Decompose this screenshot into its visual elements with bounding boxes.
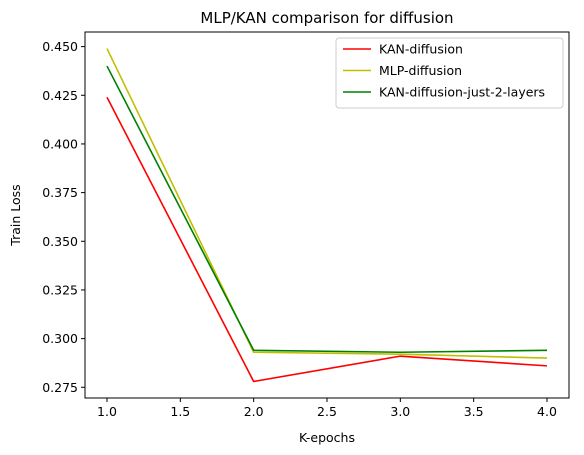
legend-entries: KAN-diffusion MLP-diffusion KAN-diffusion-…: [343, 42, 545, 100]
x-tick-label: 3.5: [464, 404, 484, 419]
y-tick-label: 0.375: [42, 185, 78, 200]
x-tick-label: 1.5: [170, 404, 190, 419]
legend-box: [335, 37, 564, 109]
legend-label-2: MLP-diffusion: [379, 63, 462, 78]
y-tick-label: 0.325: [42, 282, 78, 297]
y-tick-label: 0.350: [42, 234, 78, 249]
series-line-2: [106, 48, 548, 359]
x-tick-label: 1.0: [97, 404, 117, 419]
y-tick-label: 0.425: [42, 88, 78, 103]
series-layer: [106, 48, 548, 383]
legend: KAN-diffusion MLP-diffusion KAN-diffusion-…: [335, 37, 564, 109]
y-tick-label: 0.400: [42, 136, 78, 151]
x-tick-label: 4.0: [537, 404, 557, 419]
y-tick-label: 0.300: [42, 331, 78, 346]
x-tick-label: 3.0: [390, 404, 410, 419]
series-line-3: [106, 65, 548, 354]
y-tick-label: 0.450: [42, 39, 78, 54]
y-tick-label: 0.275: [42, 380, 78, 395]
x-axis-label: K-epochs: [299, 430, 355, 445]
legend-label-3: KAN-diffusion-just-2-layers: [379, 85, 545, 100]
legend-label-1: KAN-diffusion: [379, 42, 463, 57]
x-tick-label: 2.0: [244, 404, 264, 419]
x-axis-ticks: 1.0 1.5 2.0 2.5 3.0 3.5 4.0: [97, 398, 557, 419]
y-axis-label: Train Loss: [8, 184, 23, 246]
y-axis-ticks: 0.275 0.300 0.325 0.350 0.375 0.400 0.425 0.450: [42, 39, 85, 395]
series-line-1: [106, 96, 548, 383]
chart-title: MLP/KAN comparison for diffusion: [200, 9, 453, 27]
x-tick-label: 2.5: [317, 404, 337, 419]
